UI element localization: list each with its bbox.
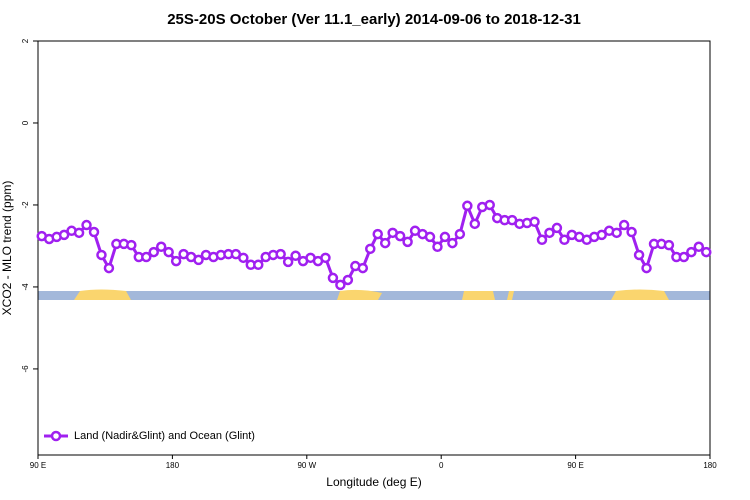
data-point <box>551 222 563 234</box>
data-point <box>611 227 622 239</box>
data-point <box>663 239 675 251</box>
data-point <box>238 252 249 264</box>
data-point <box>454 228 466 240</box>
x-tick-label: 90 E <box>30 461 46 470</box>
data-point <box>357 262 369 274</box>
data-point <box>379 237 391 249</box>
data-point <box>342 274 354 286</box>
data-point <box>544 227 555 239</box>
y-tick-label: 0 <box>21 120 30 125</box>
legend-marker <box>50 430 62 442</box>
data-point <box>641 262 652 274</box>
data-point <box>618 219 630 231</box>
x-tick-label: 180 <box>703 461 717 470</box>
data-point <box>148 246 159 258</box>
data-point <box>536 234 548 246</box>
land-patch <box>74 289 131 300</box>
land-patch <box>611 289 669 300</box>
data-point <box>559 234 570 246</box>
data-point <box>163 246 174 258</box>
data-point <box>141 251 152 263</box>
data-point <box>88 226 100 238</box>
legend-label: Land (Nadir&Glint) and Ocean (Glint) <box>74 430 255 442</box>
y-tick-label: -6 <box>21 365 30 373</box>
x-tick-label: 90 E <box>567 461 583 470</box>
y-tick-label: 2 <box>21 38 30 43</box>
data-point <box>275 248 286 260</box>
data-point <box>432 241 443 253</box>
data-point <box>693 241 705 253</box>
y-tick-label: -2 <box>21 201 30 209</box>
data-point <box>439 231 451 243</box>
data-point <box>96 249 107 261</box>
data-point <box>447 237 458 249</box>
x-tick-label: 180 <box>166 461 180 470</box>
surface-band <box>38 289 710 300</box>
y-axis-label: XCO2 - MLO trend (ppm) <box>0 181 14 316</box>
data-point <box>58 229 70 241</box>
data-point <box>103 262 115 274</box>
data-point <box>73 227 85 239</box>
data-point <box>365 243 376 255</box>
data-point <box>596 229 607 241</box>
land-patch <box>462 291 495 300</box>
data-point <box>686 246 697 258</box>
data-point <box>529 216 540 228</box>
data-point <box>701 246 712 258</box>
x-axis-label: Longitude (deg E) <box>326 475 421 489</box>
data-point <box>626 226 637 238</box>
x-tick-label: 90 W <box>297 461 316 470</box>
data-point <box>484 199 495 211</box>
data-point <box>282 256 294 268</box>
plot-frame <box>37 40 711 456</box>
land-patch <box>337 289 382 300</box>
data-point <box>290 250 301 262</box>
x-tick-label: 0 <box>439 461 444 470</box>
data-point <box>193 254 204 266</box>
data-point <box>335 279 346 291</box>
data-point <box>155 241 167 253</box>
data-point <box>327 272 339 284</box>
data-point <box>678 251 690 263</box>
data-point <box>320 252 331 264</box>
data-point <box>394 230 406 242</box>
data-point <box>81 219 92 231</box>
data-point <box>462 200 473 212</box>
land-patch <box>507 291 514 300</box>
series-line <box>41 203 708 287</box>
data-point <box>126 239 137 251</box>
y-tick-label: -4 <box>21 283 30 291</box>
data-point <box>402 236 413 248</box>
data-point <box>633 249 645 261</box>
chart-title: 25S-20S October (Ver 11.1_early) 2014-09… <box>167 11 581 28</box>
data-point <box>469 218 481 230</box>
data-point <box>424 231 436 243</box>
data-point <box>170 255 182 267</box>
data-point <box>253 259 264 271</box>
data-point <box>372 228 383 240</box>
